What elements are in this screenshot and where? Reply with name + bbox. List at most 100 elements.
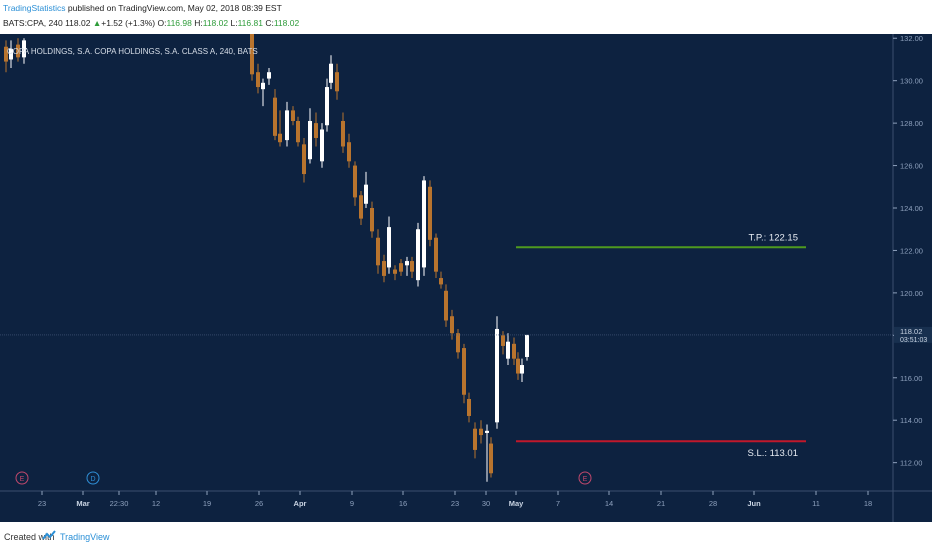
candle-up (308, 121, 312, 160)
candle-down (439, 278, 443, 285)
open-value: 116.98 (166, 18, 192, 28)
publish-line: TradingStatistics published on TradingVi… (3, 3, 282, 13)
candle-down (450, 316, 454, 334)
created-with-text: Created with (4, 532, 55, 542)
x-tick-label: 23 (451, 499, 459, 508)
x-tick-label: 30 (482, 499, 490, 508)
candle-down (335, 72, 339, 92)
candle-up (22, 40, 26, 58)
candle-up (416, 229, 420, 281)
x-tick-label: Apr (294, 499, 307, 508)
candle-down (370, 208, 374, 232)
candle-up (405, 261, 409, 266)
candle-down (353, 165, 357, 198)
low-value: 116.81 (237, 18, 263, 28)
candle-down (376, 237, 380, 266)
x-tick-label: 26 (255, 499, 263, 508)
price-axis[interactable]: 112.00114.00116.00118.00120.00122.00124.… (893, 34, 932, 468)
last-price: 118.02 (65, 18, 91, 28)
price-tag-countdown: 03:51:03 (900, 337, 927, 344)
candle-up (422, 180, 426, 268)
event-marker-icon[interactable] (15, 471, 29, 485)
candle-up (285, 110, 289, 141)
candlestick-chart[interactable]: T.P.: 122.15 S.L.: 113.01 112.00 114.00 116… (0, 34, 932, 522)
chart-header: TradingStatistics published on TradingVi… (0, 0, 932, 34)
event-marker-letter: D (90, 476, 95, 483)
candle-down (273, 97, 277, 136)
tradingview-logo-icon (42, 530, 56, 540)
candle-up (485, 430, 489, 433)
candle-up (520, 365, 524, 374)
series-legend: COPA HOLDINGS, S.A. COPA HOLDINGS, S.A. … (7, 47, 258, 56)
open-label: O: (157, 18, 167, 28)
levels-layer: T.P.: 122.15 S.L.: 113.01 (0, 232, 893, 459)
candle-up (320, 129, 324, 162)
x-tick-label: 16 (399, 499, 407, 508)
candle-down (512, 343, 516, 359)
price-tag-bg (894, 326, 932, 343)
candle-down (347, 142, 351, 162)
candle-up (387, 227, 391, 268)
event-marker-letter: E (583, 476, 588, 483)
candle-up (261, 82, 265, 90)
candle-up (267, 72, 271, 79)
x-tick-label: 9 (350, 499, 354, 508)
candle-down (434, 237, 438, 272)
price-tag-value: 118.02 (900, 327, 922, 336)
candle-down (467, 398, 471, 416)
author-link[interactable]: TradingStatistics (3, 3, 66, 13)
x-tick-label: 22:30 (110, 499, 129, 508)
x-tick-label: 12 (152, 499, 160, 508)
close-value: 118.02 (273, 18, 300, 28)
footer: Created with TradingView (0, 522, 932, 550)
price-change: +1.52 (+1.3%) (101, 18, 156, 28)
y-tick-label: 130.00 (900, 77, 923, 86)
high-label: H: (194, 18, 203, 28)
candle-down (341, 121, 345, 147)
x-tick-label: 11 (812, 499, 820, 508)
candle-down (382, 261, 386, 276)
candle-down (473, 428, 477, 450)
candle-down (291, 110, 295, 122)
candle-down (456, 333, 460, 353)
candle-up (325, 87, 329, 126)
candle-down (428, 186, 432, 240)
candle-down (250, 34, 254, 75)
stop-loss-label: S.L.: 113.01 (747, 448, 798, 459)
candle-down (278, 133, 282, 143)
close-label: C: (265, 18, 274, 28)
y-tick-label: 112.00 (900, 459, 922, 468)
event-marker-icon[interactable] (86, 471, 100, 485)
take-profit-label: T.P.: 122.15 (749, 232, 798, 243)
candle-up (525, 334, 529, 357)
time-axis[interactable]: 23 Mar 22:30 12 19 26 Apr 9 16 23 30 May 7 14 21 28 Jun 1… (38, 491, 872, 508)
candle-down (4, 46, 8, 62)
tradingview-brand[interactable]: TradingView (60, 532, 110, 542)
candle-up (329, 63, 333, 83)
candle-down (314, 123, 318, 138)
x-tick-label: 7 (556, 499, 560, 508)
candles-layer (4, 34, 529, 482)
symbol-label[interactable]: BATS:CPA, 240 (3, 18, 63, 28)
candle-down (501, 335, 505, 346)
y-tick-label: 124.00 (900, 204, 923, 213)
candle-up (506, 341, 510, 359)
x-tick-label: 21 (657, 499, 665, 508)
candle-down (489, 443, 493, 474)
candle-down (302, 144, 306, 175)
low-label: L: (230, 18, 238, 28)
candle-down (393, 269, 397, 274)
y-tick-label: 132.00 (900, 34, 923, 43)
candle-down (359, 195, 363, 219)
candle-up (364, 184, 368, 204)
x-tick-label: May (509, 499, 524, 508)
candle-down (399, 263, 403, 272)
y-tick-label: 116.00 (900, 374, 922, 383)
event-marker-icon[interactable] (578, 471, 592, 485)
x-tick-label: 14 (605, 499, 613, 508)
candle-down (256, 72, 260, 88)
candle-down (479, 428, 483, 436)
candle-down (296, 121, 300, 143)
x-tick-label: 19 (203, 499, 211, 508)
candle-up (9, 48, 13, 60)
